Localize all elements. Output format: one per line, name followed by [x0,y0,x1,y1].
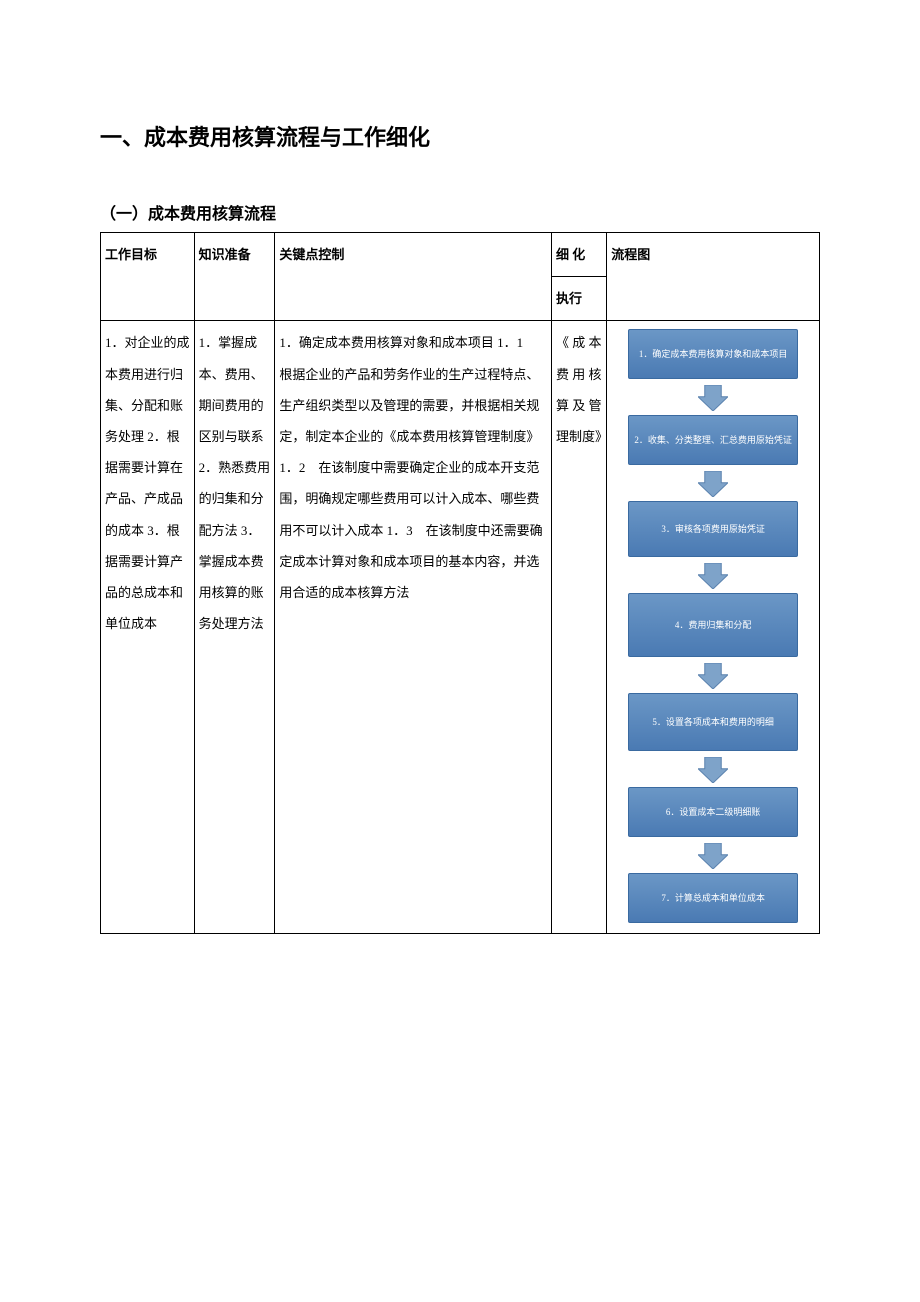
col-header-exec-2: 执行 [551,277,606,321]
process-table: 工作目标 知识准备 关键点控制 细 化 流程图 执行 1．对企业的成本费用进行归… [100,232,820,934]
flow-arrow-icon [698,385,728,411]
cell-flowchart: 1．确定成本费用核算对象和成本项目 2．收集、分类整理、汇总费用原始凭证 3．审核各… [607,321,820,934]
table-header-row: 工作目标 知识准备 关键点控制 细 化 流程图 [101,233,820,277]
col-header-knowledge: 知识准备 [194,233,275,321]
col-header-keypoints: 关键点控制 [275,233,552,321]
flow-arrow-icon [698,757,728,783]
flow-arrow-icon [698,471,728,497]
flow-step: 3．审核各项费用原始凭证 [628,501,798,557]
cell-goal: 1．对企业的成本费用进行归集、分配和账务处理 2．根据需要计算在产品、产成品的成… [101,321,195,934]
flow-step: 6．设置成本二级明细账 [628,787,798,837]
flow-step: 4．费用归集和分配 [628,593,798,657]
cell-knowledge: 1．掌握成本、费用、期间费用的区别与联系 2．熟悉费用的归集和分配方法 3．掌握… [194,321,275,934]
col-header-exec-1: 细 化 [551,233,606,277]
col-header-flow: 流程图 [607,233,820,321]
flow-arrow-icon [698,663,728,689]
flow-step: 2．收集、分类整理、汇总费用原始凭证 [628,415,798,465]
col-header-goal: 工作目标 [101,233,195,321]
cell-keypoints: 1．确定成本费用核算对象和成本项目 1．1 根据企业的产品和劳务作业的生产过程特… [275,321,552,934]
flow-step: 5．设置各项成本和费用的明细 [628,693,798,751]
page-title: 一、成本费用核算流程与工作细化 [100,120,820,152]
cell-exec: 《 成 本费 用 核算 及 管理制度》 [551,321,606,934]
flow-step: 7．计算总成本和单位成本 [628,873,798,923]
flow-arrow-icon [698,843,728,869]
flowchart: 1．确定成本费用核算对象和成本项目 2．收集、分类整理、汇总费用原始凭证 3．审核各… [611,327,815,927]
flow-arrow-icon [698,563,728,589]
table-row: 1．对企业的成本费用进行归集、分配和账务处理 2．根据需要计算在产品、产成品的成… [101,321,820,934]
section-subtitle: （一）成本费用核算流程 [100,200,820,224]
flow-step: 1．确定成本费用核算对象和成本项目 [628,329,798,379]
